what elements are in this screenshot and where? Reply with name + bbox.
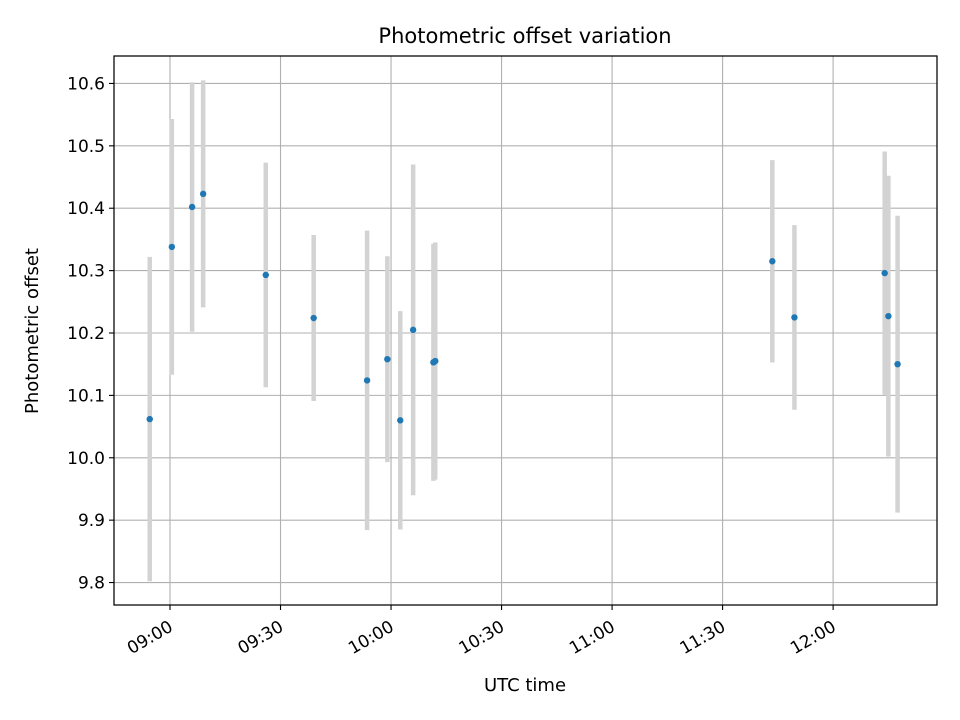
data-point — [397, 417, 404, 424]
data-point — [384, 355, 391, 363]
data-point — [885, 312, 892, 320]
data-points — [146, 190, 901, 424]
data-point — [168, 243, 176, 251]
data-point — [146, 415, 153, 423]
y-tick-label: 10.1 — [67, 386, 105, 406]
y-tick-label: 10.3 — [67, 262, 105, 282]
y-tick-label: 10.5 — [67, 137, 105, 157]
y-axis-label: Photometric offset — [22, 248, 43, 414]
data-point — [188, 203, 196, 211]
y-tick-label: 9.8 — [78, 574, 105, 594]
chart-title: Photometric offset variation — [378, 24, 671, 48]
data-point — [432, 357, 439, 365]
y-tick-label: 10.6 — [67, 74, 105, 94]
data-point — [262, 271, 269, 279]
y-axis-ticks: 9.8 9.9 10.0 10.1 10.2 10.3 10.4 10.5 10.6 — [67, 74, 114, 594]
data-point — [881, 269, 888, 277]
y-tick-label: 10.0 — [67, 449, 105, 469]
grid — [114, 56, 937, 605]
x-axis-label: UTC time — [484, 675, 566, 696]
data-point — [310, 314, 317, 322]
y-tick-label: 10.2 — [67, 324, 105, 344]
y-tick-label: 9.9 — [78, 511, 105, 531]
data-point — [769, 258, 776, 265]
plot-area-frame — [113, 55, 938, 606]
data-point — [199, 190, 207, 198]
data-point — [791, 314, 798, 321]
data-point — [894, 360, 901, 368]
y-tick-label: 10.4 — [67, 199, 105, 219]
data-point — [409, 326, 417, 334]
data-point — [363, 377, 371, 384]
